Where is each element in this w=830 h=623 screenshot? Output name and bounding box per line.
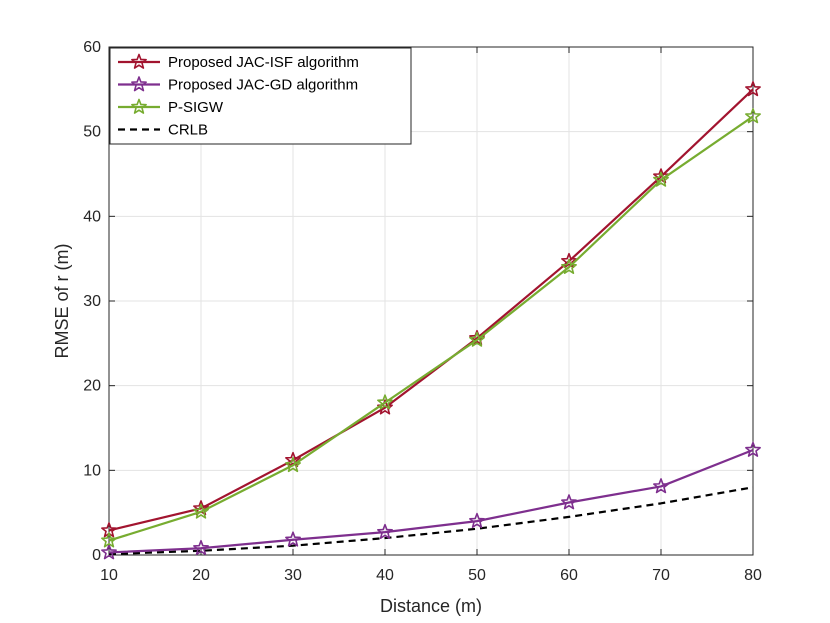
x-tick-label: 30 [284, 567, 302, 584]
legend-item: CRLB [118, 122, 208, 139]
y-tick-label: 10 [83, 462, 101, 479]
legend-marker [131, 98, 147, 114]
legend-label: Proposed JAC-GD algorithm [168, 77, 358, 94]
legend-item: P-SIGW [118, 98, 224, 116]
series-line [108, 448, 754, 554]
y-tick-label: 60 [83, 39, 101, 56]
series-line [108, 88, 754, 532]
legend-label: CRLB [168, 122, 208, 139]
data-point [285, 531, 301, 547]
data-point [285, 451, 301, 468]
data-point [745, 108, 761, 124]
y-axis-title: RMSE of r (m) [52, 244, 72, 359]
legend-item: Proposed JAC-ISF algorithm [118, 53, 359, 71]
data-point [377, 523, 393, 540]
y-tick-label: 40 [83, 208, 101, 225]
data-point [193, 503, 209, 519]
series-line [108, 115, 754, 542]
grid [108, 46, 754, 556]
data-point [377, 394, 393, 410]
legend-box [109, 47, 412, 145]
y-tick-label: 0 [92, 547, 101, 564]
legend-item: Proposed JAC-GD algorithm [118, 76, 358, 94]
data-point [653, 171, 669, 187]
data-point [285, 456, 301, 473]
data-point [469, 512, 485, 529]
x-tick-label: 40 [376, 567, 394, 584]
series-2 [101, 108, 761, 548]
legend-label: Proposed JAC-ISF algorithm [168, 54, 359, 71]
x-tick-label: 80 [744, 567, 762, 584]
series-line [108, 486, 754, 556]
legend-marker [131, 76, 147, 92]
data-point [193, 539, 209, 556]
data-point [101, 532, 117, 548]
data-point [653, 478, 669, 494]
x-tick-label: 70 [652, 567, 670, 584]
legend-label: P-SIGW [168, 99, 224, 116]
series-layer [101, 81, 761, 560]
y-tick-label: 50 [83, 124, 101, 141]
legend: Proposed JAC-ISF algorithm Proposed JAC-G… [109, 47, 412, 145]
data-point [745, 441, 761, 457]
x-tick-label: 20 [192, 567, 210, 584]
axis-ticks: 10 20 30 40 50 60 70 80 0 10 20 30 40 50 60 [83, 39, 762, 584]
series-1 [101, 441, 761, 560]
data-point [745, 81, 761, 97]
data-point [561, 494, 577, 510]
x-tick-label: 10 [100, 567, 118, 584]
data-point [561, 258, 577, 275]
legend-marker [131, 53, 147, 69]
series-3 [108, 486, 754, 556]
data-point [561, 252, 577, 269]
x-tick-label: 50 [468, 567, 486, 584]
data-point [469, 331, 485, 347]
y-tick-label: 30 [83, 293, 101, 310]
data-point [101, 544, 117, 560]
y-tick-label: 20 [83, 378, 101, 395]
x-axis-title: Distance (m) [380, 596, 482, 616]
x-tick-label: 60 [560, 567, 578, 584]
